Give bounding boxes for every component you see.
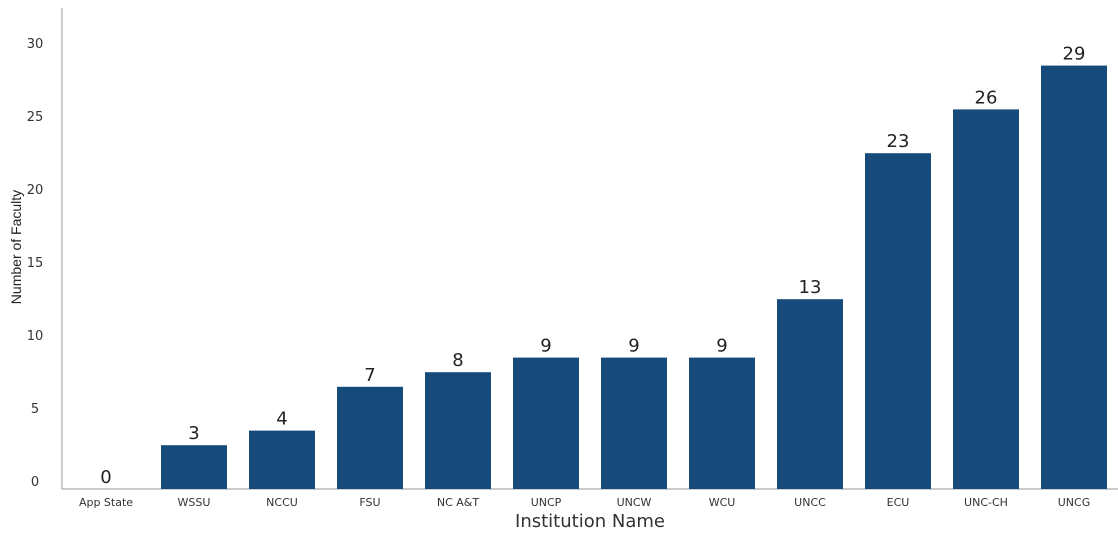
bar-value-label: 9 — [628, 336, 639, 357]
bar — [601, 357, 667, 489]
y-tick-label: 20 — [27, 183, 44, 198]
y-tick-label: 15 — [27, 256, 44, 271]
bars — [161, 65, 1107, 490]
y-tick-label: 0 — [31, 475, 39, 490]
bar-value-label: 29 — [1063, 44, 1086, 65]
bar — [953, 109, 1019, 490]
bar — [1041, 65, 1107, 489]
bar — [513, 357, 579, 489]
bar-value-label: 8 — [452, 350, 463, 371]
bar — [161, 445, 227, 489]
bar-value-label: 0 — [100, 467, 111, 488]
x-tick-label: App State — [79, 496, 133, 509]
bar-value-label: 9 — [716, 336, 727, 357]
x-tick-label: ECU — [887, 496, 910, 509]
y-tick-labels: 0 5 10 15 20 25 30 — [27, 37, 44, 490]
bar — [777, 299, 843, 489]
x-tick-label: NCCU — [266, 496, 298, 509]
bar — [249, 430, 315, 489]
x-tick-label: NC A&T — [437, 496, 480, 509]
x-tick-label: UNCC — [794, 496, 826, 509]
x-tick-label: FSU — [359, 496, 380, 509]
bar-value-label: 13 — [799, 277, 822, 298]
x-tick-labels: App State WSSU NCCU FSU NC A&T UNCP UNCW WCU UNC… — [79, 496, 1090, 509]
y-axis-title: Number of Faculty — [8, 190, 24, 304]
x-tick-label: UNCW — [617, 496, 652, 509]
x-tick-label: UNCG — [1058, 496, 1090, 509]
x-tick-label: WCU — [709, 496, 736, 509]
bar-value-label: 4 — [276, 409, 287, 430]
bar-value-label: 23 — [887, 131, 910, 152]
y-axis: 0 5 10 15 20 25 30 — [27, 8, 63, 490]
y-tick-label: 5 — [31, 402, 39, 417]
data-labels: 0 3 4 7 8 9 9 9 13 23 26 29 — [100, 44, 1085, 488]
y-tick-label: 25 — [27, 110, 44, 125]
x-axis-title: Institution Name — [515, 511, 665, 532]
y-tick-label: 30 — [27, 37, 44, 52]
bar-value-label: 7 — [364, 365, 375, 386]
bar — [865, 153, 931, 489]
x-tick-label: UNCP — [531, 496, 562, 509]
x-tick-label: WSSU — [178, 496, 211, 509]
y-tick-label: 10 — [27, 329, 44, 344]
bar-value-label: 9 — [540, 336, 551, 357]
bar — [425, 372, 491, 489]
x-axis: App State WSSU NCCU FSU NC A&T UNCP UNCW WCU UNC… — [62, 488, 1118, 509]
x-tick-label: UNC-CH — [964, 496, 1008, 509]
bar-value-label: 3 — [188, 423, 199, 444]
bar — [689, 357, 755, 489]
bar-value-label: 26 — [975, 87, 998, 108]
bar — [337, 386, 403, 489]
